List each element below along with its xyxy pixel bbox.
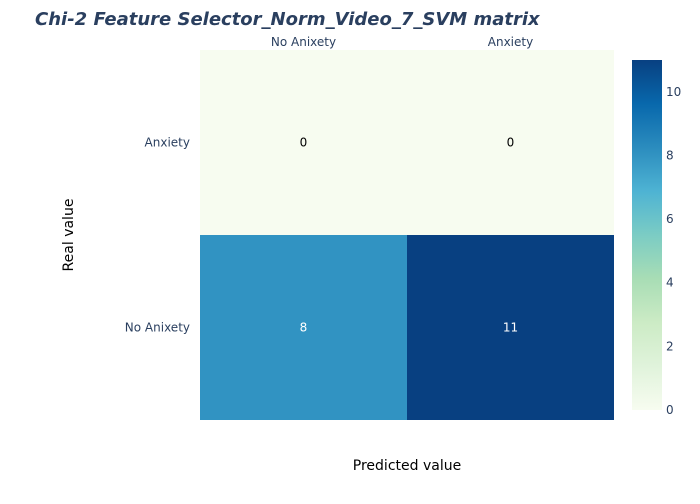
x-axis-ticks: No Anixety Anxiety xyxy=(271,35,533,49)
y-axis-ticks: Anxiety No Anixety xyxy=(125,136,190,335)
chart-title: Chi-2 Feature Selector_Norm_Video_7_SVM … xyxy=(35,9,541,30)
colorbar-tick-label: 2 xyxy=(666,339,674,353)
heatmap-cell xyxy=(200,50,407,235)
colorbar-bar xyxy=(632,60,662,410)
x-tick-label: Anxiety xyxy=(488,35,533,49)
colorbar-tick-label: 4 xyxy=(666,276,674,290)
colorbar-tick-label: 0 xyxy=(666,403,674,417)
heatmap-cells: 0 0 8 11 xyxy=(200,50,614,420)
cell-value-label: 0 xyxy=(507,136,515,150)
colorbar-tick-label: 6 xyxy=(666,212,674,226)
colorbar: 0 2 4 6 8 10 xyxy=(632,60,681,417)
y-tick-label: No Anixety xyxy=(125,321,190,335)
colorbar-tick-label: 10 xyxy=(666,85,681,99)
heatmap-cell xyxy=(407,50,614,235)
colorbar-tick-label: 8 xyxy=(666,148,674,162)
x-tick-label: No Anixety xyxy=(271,35,336,49)
cell-value-label: 0 xyxy=(300,136,308,150)
y-tick-label: Anxiety xyxy=(145,136,190,150)
cell-value-label: 11 xyxy=(503,321,518,335)
heatmap-cell xyxy=(407,235,614,420)
heatmap-cell xyxy=(200,235,407,420)
y-axis-title: Real value xyxy=(61,199,77,272)
x-axis-title: Predicted value xyxy=(353,458,461,474)
cell-value-label: 8 xyxy=(300,321,308,335)
